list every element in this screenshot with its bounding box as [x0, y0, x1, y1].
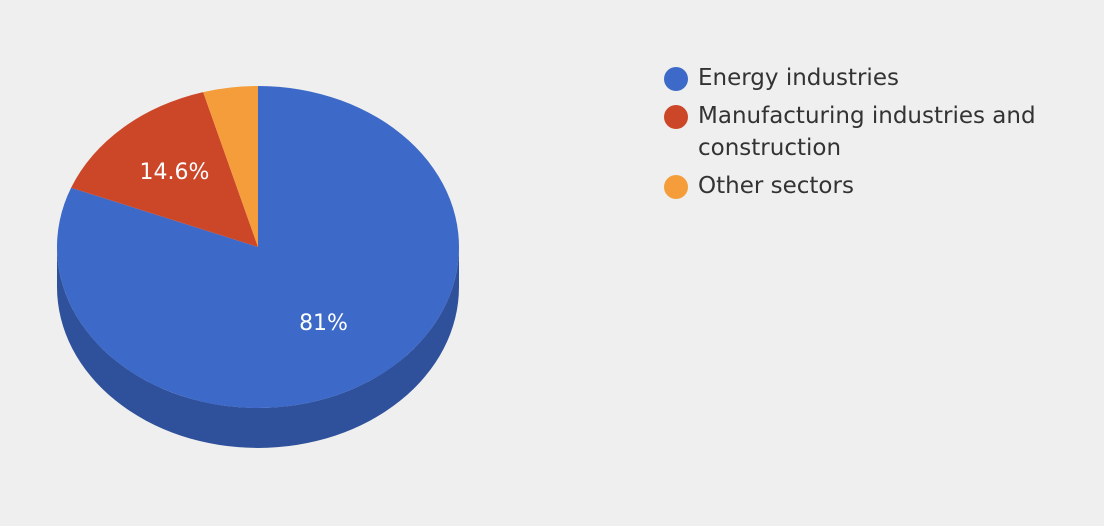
legend-label-energy-industries: Energy industries [698, 65, 899, 91]
legend-label-manufacturing-industries: Manufacturing industries and constructio… [698, 103, 1036, 161]
pie-slice-other-sectors[interactable] [203, 86, 258, 247]
pie-side-energy-industries [57, 247, 459, 448]
pie-slice-manufacturing-industries[interactable] [71, 92, 258, 247]
legend-item-other-sectors[interactable]: Other sectors [664, 170, 1084, 202]
legend-marker-manufacturing-industries [664, 105, 688, 129]
pie-slice-energy-industries[interactable] [56, 86, 460, 409]
chart-legend: Energy industries Manufacturing industri… [664, 62, 1084, 208]
data-label-manufacturing-industries: 14.6% [139, 160, 209, 185]
legend-marker-other-sectors [664, 175, 688, 199]
legend-item-manufacturing-industries[interactable]: Manufacturing industries and constructio… [664, 100, 1084, 164]
legend-marker-energy-industries [664, 67, 688, 91]
data-label-energy-industries: 81% [299, 311, 348, 336]
legend-label-other-sectors: Other sectors [698, 173, 854, 199]
legend-item-energy-industries[interactable]: Energy industries [664, 62, 1084, 94]
